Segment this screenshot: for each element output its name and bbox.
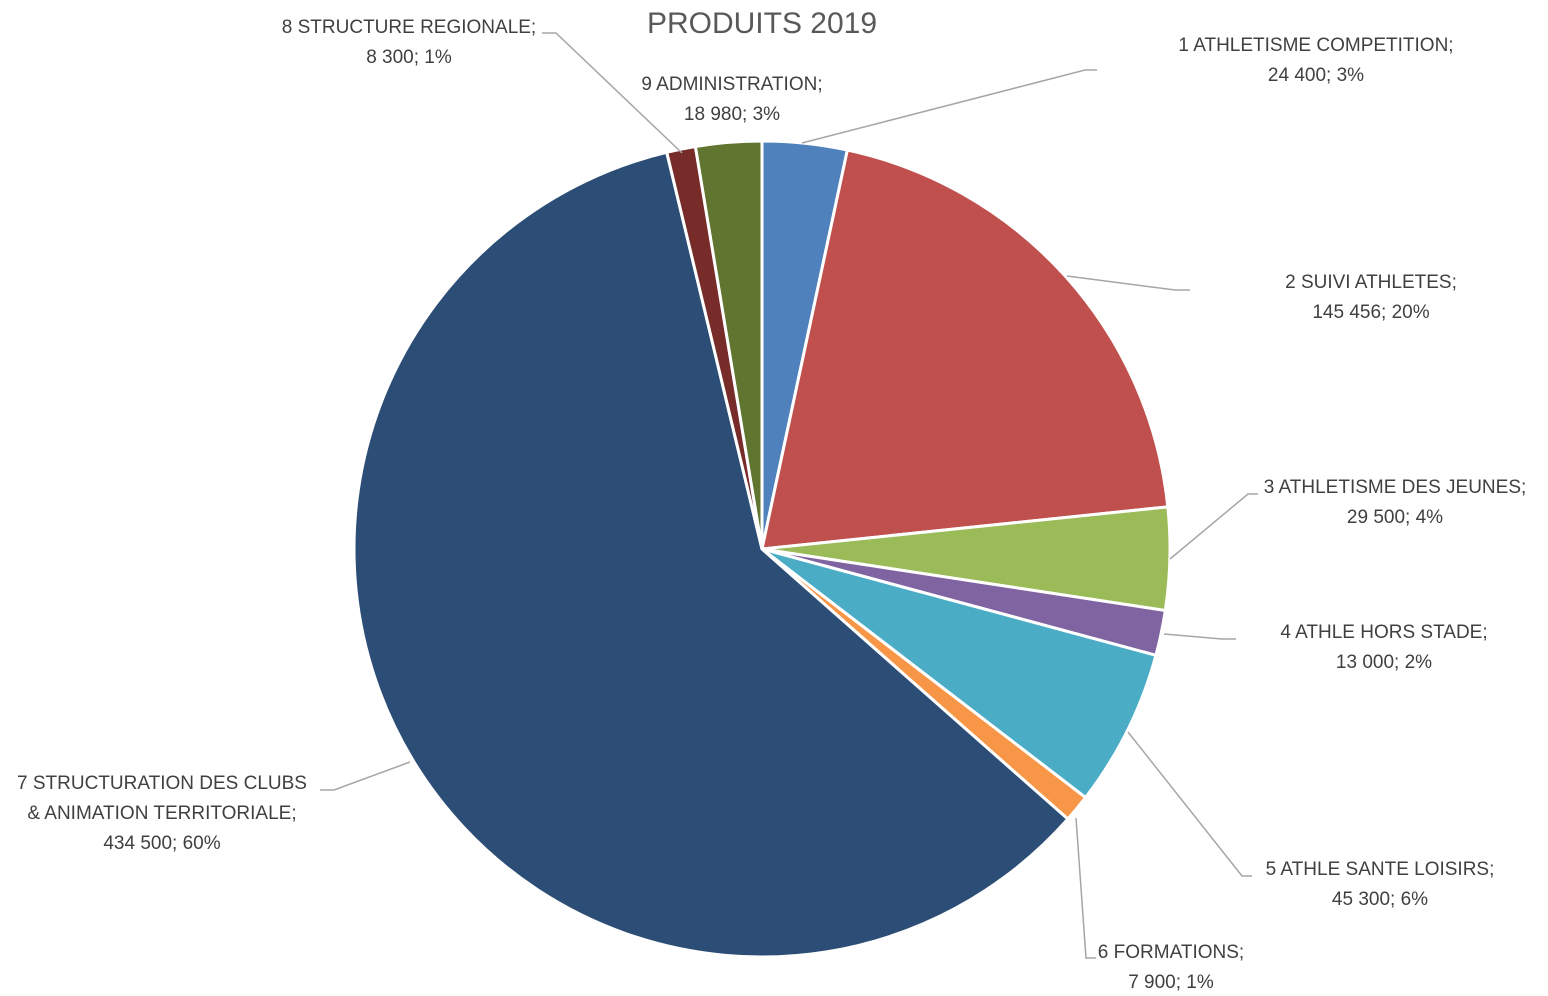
pie-slice-2 <box>760 148 1170 551</box>
pie-slice-9 <box>693 139 764 550</box>
leader-line-2 <box>1066 275 1190 291</box>
data-label-line: 4 ATHLE HORS STADE; <box>1280 622 1487 643</box>
data-label-5: 5 ATHLE SANTE LOISIRS; 45 300; 6% <box>1266 859 1495 910</box>
data-label-3: 3 ATHLETISME DES JEUNES; 29 500; 4% <box>1264 477 1527 528</box>
data-label-line: 3 ATHLETISME DES JEUNES; <box>1264 477 1527 498</box>
data-label-line: 1 ATHLETISME COMPETITION; <box>1178 35 1453 56</box>
data-label-line: 145 456; 20% <box>1312 302 1429 323</box>
data-label-7: 7 STRUCTURATION DES CLUBS & ANIMATION TER… <box>17 773 307 854</box>
data-labels: 1 ATHLETISME COMPETITION; 24 400; 3% 2 SUI… <box>17 17 1526 993</box>
chart-title: PRODUITS 2019 <box>647 7 877 40</box>
data-label-line: 8 300; 1% <box>366 47 452 68</box>
leader-line-8 <box>542 32 683 154</box>
pie-slice-7 <box>352 150 1070 959</box>
data-label-2: 2 SUIVI ATHLETES; 145 456; 20% <box>1285 272 1457 323</box>
leader-line-5 <box>1127 731 1252 877</box>
data-label-line: 434 500; 60% <box>103 833 220 854</box>
data-label-line: 9 ADMINISTRATION; <box>641 74 822 95</box>
data-label-line: 24 400; 3% <box>1268 65 1364 86</box>
pie-slice-5 <box>761 547 1158 800</box>
data-label-4: 4 ATHLE HORS STADE; 13 000; 2% <box>1280 622 1487 673</box>
data-label-line: 45 300; 6% <box>1332 889 1428 910</box>
leader-line-7 <box>320 761 411 791</box>
data-label-line: 7 STRUCTURATION DES CLUBS <box>17 773 307 794</box>
data-label-line: 8 STRUCTURE REGIONALE; <box>282 17 536 38</box>
pie-slices <box>352 139 1172 959</box>
data-label-line: 5 ATHLE SANTE LOISIRS; <box>1266 859 1495 880</box>
data-label-line: 13 000; 2% <box>1336 652 1432 673</box>
data-label-6: 6 FORMATIONS; 7 900; 1% <box>1098 942 1244 993</box>
data-label-8: 8 STRUCTURE REGIONALE; 8 300; 1% <box>282 17 536 68</box>
leader-line-1 <box>801 69 1097 144</box>
leader-line-3 <box>1169 493 1258 560</box>
data-label-line: 7 900; 1% <box>1128 972 1214 993</box>
leader-line-4 <box>1163 633 1236 640</box>
data-label-line: 29 500; 4% <box>1347 507 1443 528</box>
data-label-1: 1 ATHLETISME COMPETITION; 24 400; 3% <box>1178 35 1453 86</box>
data-label-line: 18 980; 3% <box>684 104 780 125</box>
data-label-line: 6 FORMATIONS; <box>1098 942 1244 963</box>
leader-line-6 <box>1075 817 1096 959</box>
leader-lines <box>320 32 1258 959</box>
data-label-line: & ANIMATION TERRITORIALE; <box>27 803 296 824</box>
data-label-9: 9 ADMINISTRATION; 18 980; 3% <box>641 74 822 125</box>
data-label-line: 2 SUIVI ATHLETES; <box>1285 272 1457 293</box>
